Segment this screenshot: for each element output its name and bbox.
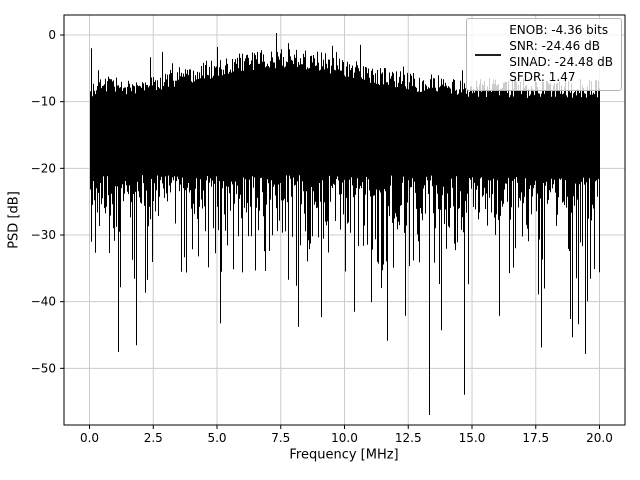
y-axis-label: PSD [dB]: [6, 191, 22, 249]
x-tick-label: 2.5: [144, 431, 163, 445]
y-tick-label: −20: [31, 161, 56, 175]
psd-series: [90, 33, 600, 415]
legend-text: ENOB: -4.36 bits SNR: -24.46 dB SINAD: -…: [509, 23, 613, 86]
series-line-icon: [474, 50, 502, 60]
x-tick-label: 20.0: [586, 431, 613, 445]
legend-snr: SNR: -24.46 dB: [509, 38, 600, 53]
x-tick-label: 7.5: [271, 431, 290, 445]
legend-sfdr: SFDR: 1.47: [509, 70, 576, 85]
x-tick-label: 0.0: [80, 431, 99, 445]
legend-enob: ENOB: -4.36 bits: [509, 23, 609, 37]
x-tick-label: 5.0: [207, 431, 226, 445]
y-tick-label: 0: [48, 28, 56, 42]
legend-sinad: SINAD: -24.48 dB: [509, 54, 613, 69]
x-tick-label: 12.5: [395, 431, 422, 445]
legend: ENOB: -4.36 bits SNR: -24.46 dB SINAD: -…: [466, 18, 622, 92]
y-tick-label: −30: [31, 228, 56, 242]
y-tick-label: −50: [31, 361, 56, 375]
y-tick-label: −10: [31, 95, 56, 109]
x-tick-label: 15.0: [459, 431, 486, 445]
x-axis-label: Frequency [MHz]: [289, 447, 399, 463]
y-tick-label: −40: [31, 295, 56, 309]
x-tick-label: 17.5: [522, 431, 549, 445]
x-tick-label: 10.0: [331, 431, 358, 445]
